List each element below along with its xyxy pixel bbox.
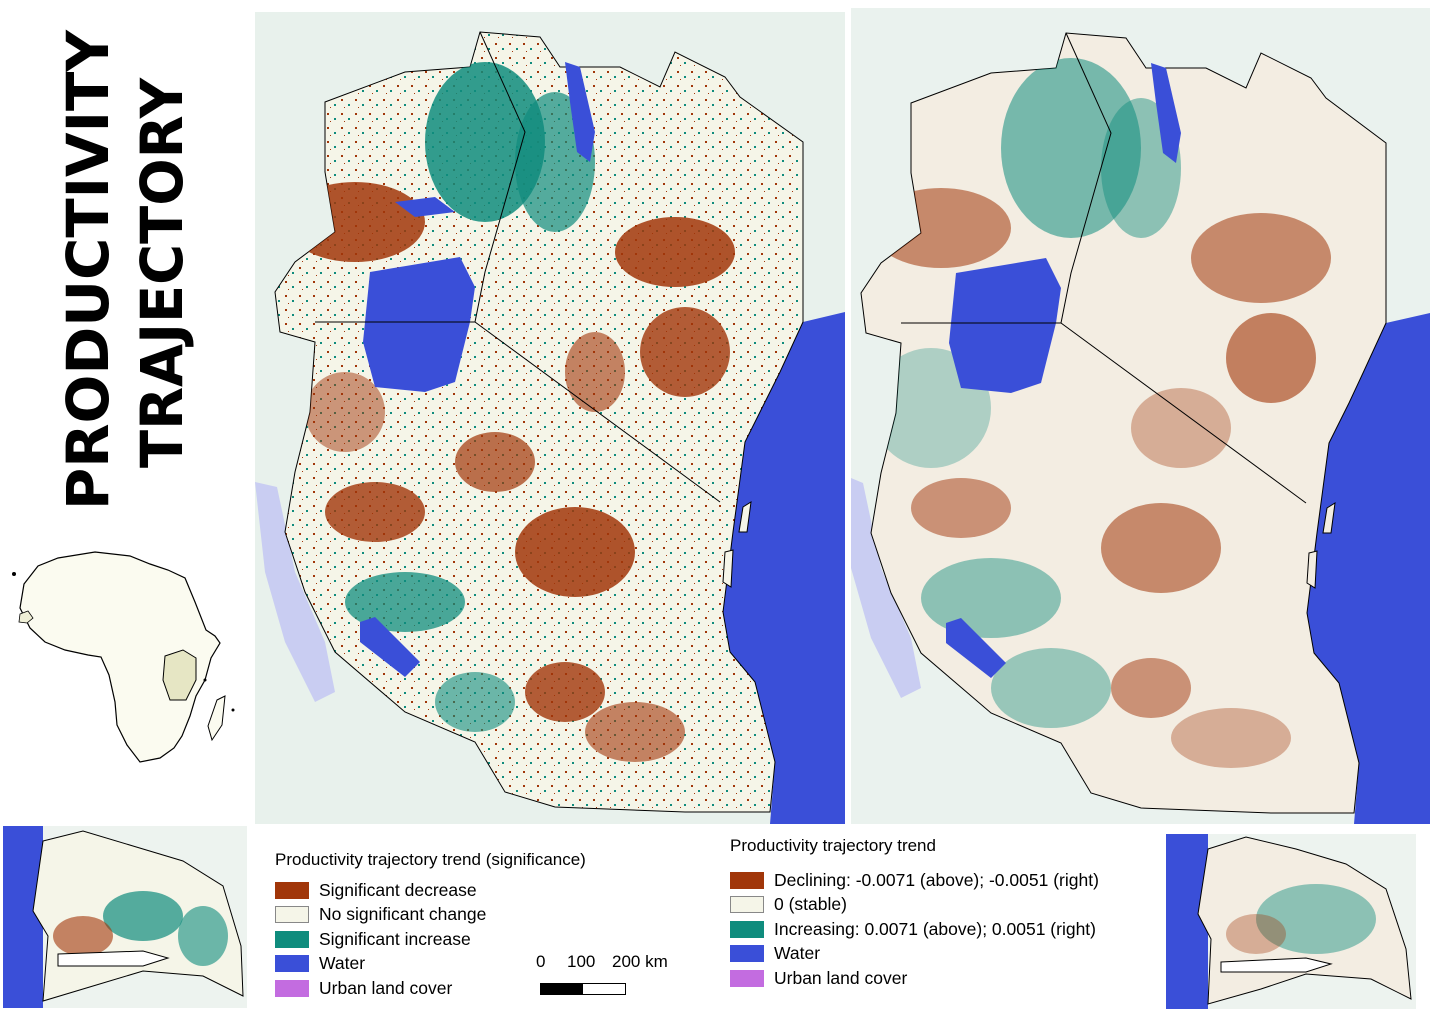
- legend-swatch: [275, 955, 309, 973]
- legend-item: Urban land cover: [730, 966, 1099, 991]
- decrease-patch: [53, 916, 113, 956]
- border-kenya-tanzania-right: [1060, 322, 1307, 504]
- madagascar: [207, 695, 226, 742]
- legend-swatch: [275, 906, 309, 924]
- legend-item: Water: [275, 952, 586, 977]
- title-line-2: TRAJECTORY: [128, 77, 196, 468]
- legend-label: Significant decrease: [319, 879, 477, 900]
- legend-swatch: [275, 979, 309, 997]
- legend-label: Water: [774, 943, 821, 964]
- legend-significance: Productivity trajectory trend (significa…: [275, 850, 586, 1001]
- trend-map[interactable]: [851, 8, 1430, 824]
- legend-label: Significant increase: [319, 928, 471, 949]
- legend-label: Water: [319, 953, 366, 974]
- significance-map[interactable]: [255, 12, 845, 824]
- lake-tanganyika: [360, 617, 420, 677]
- lake-tanganyika-outside: [255, 482, 335, 702]
- lake-turkana: [565, 62, 595, 162]
- legend-trend-title: Productivity trajectory trend: [730, 836, 936, 855]
- legend-swatch: [730, 945, 764, 963]
- lake-victoria-right: [949, 258, 1061, 393]
- legend-trend: Productivity trajectory trend Declining:…: [730, 836, 1099, 991]
- legend-item: Water: [730, 942, 1099, 967]
- legend-swatch: [730, 969, 764, 987]
- legend-label: 0 (stable): [774, 894, 847, 915]
- legend-swatch: [730, 871, 764, 889]
- increase-patch-1: [103, 891, 183, 941]
- legend-item: Significant increase: [275, 927, 586, 952]
- legend-swatch: [275, 881, 309, 899]
- increase-patch-2: [178, 906, 228, 966]
- legend-item: Increasing: 0.0071 (above); 0.0051 (righ…: [730, 917, 1099, 942]
- ocean: [723, 312, 845, 824]
- legend-label: Increasing: 0.0071 (above); 0.0051 (righ…: [774, 918, 1096, 939]
- border-uganda-right: [1060, 32, 1112, 324]
- lake-victoria: [363, 257, 475, 392]
- atlantic-ocean-right: [1166, 834, 1208, 1009]
- trend-decrease-patch: [1226, 914, 1286, 954]
- border-kenya-tanzania: [474, 321, 721, 503]
- scale-bar: 0 100 200 km: [530, 952, 690, 1002]
- legend-significance-title: Productivity trajectory trend (significa…: [275, 850, 586, 869]
- legend-label: Urban land cover: [319, 977, 453, 998]
- senegal-trend-inset[interactable]: [1166, 834, 1416, 1009]
- trend-increase-patch: [1256, 884, 1376, 954]
- island-1: [12, 572, 16, 576]
- pemba-right: [1306, 550, 1318, 589]
- legend-item: 0 (stable): [730, 893, 1099, 918]
- lake-turkana-right: [1151, 63, 1181, 163]
- senegal-locator: [18, 610, 34, 624]
- legend-item: Declining: -0.0071 (above); -0.0051 (rig…: [730, 868, 1099, 893]
- zanzibar: [738, 501, 752, 533]
- scale-label-200: 200 km: [612, 952, 668, 971]
- scale-label-0: 0: [536, 952, 546, 971]
- scale-segment-black: [541, 984, 583, 994]
- gambia-right: [1220, 957, 1333, 973]
- legend-label: No significant change: [319, 904, 487, 925]
- scale-segment-white: [583, 984, 625, 994]
- trend-gradient-patches: [871, 58, 1331, 768]
- africa-outline: [19, 551, 221, 763]
- border-uganda: [474, 31, 526, 323]
- legend-item: No significant change: [275, 903, 586, 928]
- legend-swatch: [730, 920, 764, 938]
- pemba: [722, 549, 734, 588]
- legend-item: Significant decrease: [275, 878, 586, 903]
- senegal-significance-inset[interactable]: [3, 826, 247, 1008]
- africa-locator-map: [0, 540, 250, 790]
- title-line-1: PRODUCTIVITY: [54, 29, 122, 510]
- island-3: [231, 708, 235, 712]
- legend-swatch: [730, 896, 764, 914]
- lake-tanganyika-right: [946, 618, 1006, 678]
- scale-label-100: 100: [567, 952, 596, 971]
- map-title: PRODUCTIVITY TRAJECTORY: [0, 0, 250, 540]
- zanzibar-right: [1322, 502, 1336, 534]
- ocean-right: [1307, 313, 1430, 824]
- lake-kyoga: [395, 197, 455, 217]
- legend-label: Declining: -0.0071 (above); -0.0051 (rig…: [774, 869, 1099, 890]
- legend-item: Urban land cover: [275, 976, 586, 1001]
- scale-bar-graphic: [540, 983, 626, 995]
- legend-swatch: [275, 930, 309, 948]
- east-africa-locator: [162, 649, 197, 701]
- lake-tanganyika-outside-right: [851, 478, 921, 698]
- legend-label: Urban land cover: [774, 967, 908, 988]
- island-2: [203, 678, 207, 682]
- gambia: [57, 950, 170, 967]
